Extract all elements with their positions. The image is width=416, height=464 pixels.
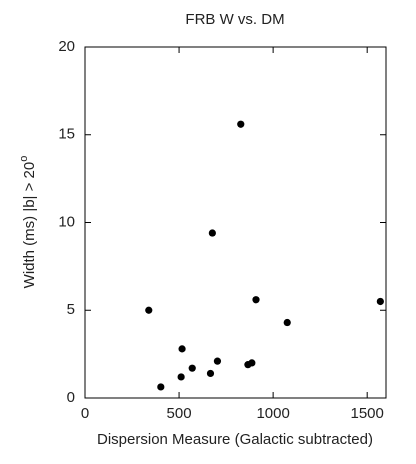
point [157,383,165,391]
x-tick-label: 1000 [256,405,289,422]
x-tick-label: 500 [167,405,192,422]
point [145,306,153,314]
point [376,297,384,306]
y-axis-label: Width (ms) |b| > 20o [18,156,38,289]
point [213,357,222,365]
y-axis-label-superscript: o [18,156,30,162]
y-tick-label: 10 [58,213,75,230]
point [206,369,215,378]
chart-title: FRB W vs. DM [185,11,284,28]
point [178,345,186,353]
point [188,364,196,372]
point [177,373,185,381]
point [283,318,291,327]
point [252,296,260,304]
point [208,229,216,237]
x-tick-label: 1500 [351,405,384,422]
x-tick-label: 0 [81,405,89,422]
plot-frame [84,46,387,399]
y-tick-label: 0 [67,389,75,406]
point [237,120,245,128]
y-tick-label: 20 [58,38,75,55]
point [248,359,256,367]
y-tick-label: 5 [67,301,75,318]
y-axis-label-main: Width (ms) |b| > 20 [21,162,38,289]
x-axis-label: Dispersion Measure (Galactic subtracted) [97,431,373,448]
y-tick-label: 15 [58,126,75,143]
